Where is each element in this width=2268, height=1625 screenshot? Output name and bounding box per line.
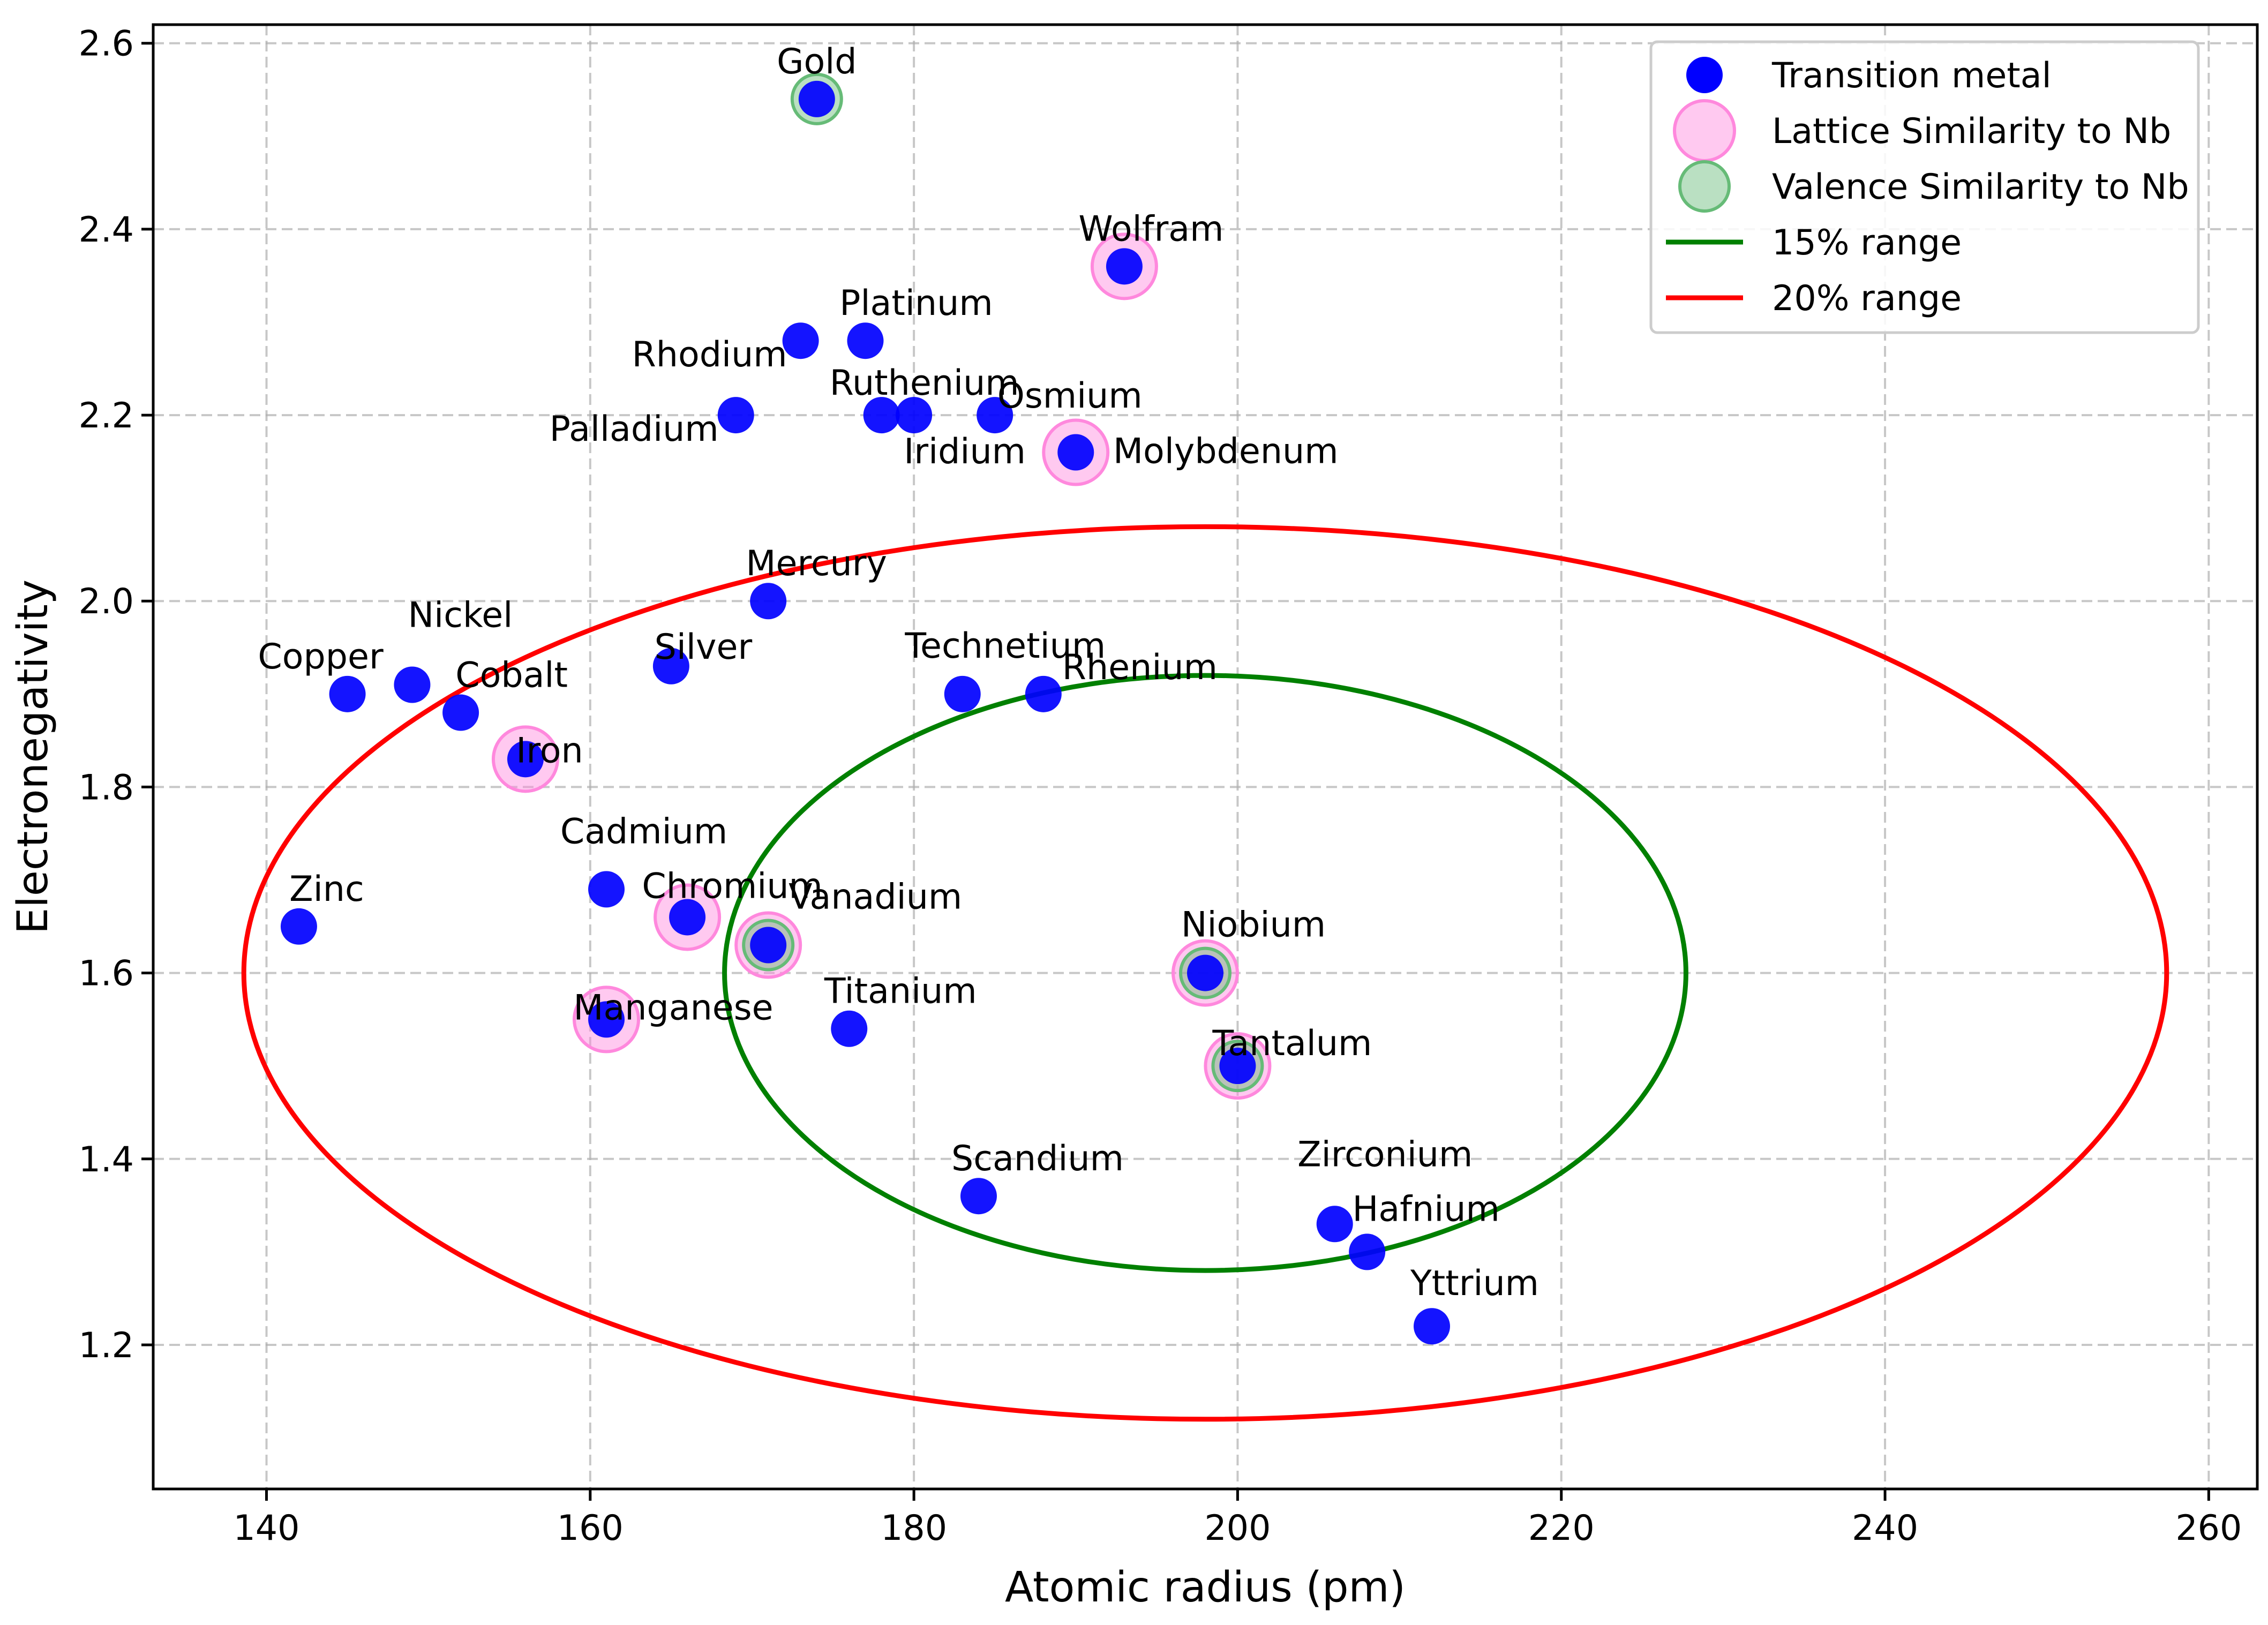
point-hafnium (1349, 1233, 1386, 1270)
legend-label-valence: Valence Similarity to Nb (1772, 167, 2189, 207)
x-tick-label: 240 (1852, 1508, 1918, 1548)
point-zinc (280, 908, 317, 945)
x-tick-label: 220 (1528, 1508, 1595, 1548)
range20-ellipse (241, 524, 2169, 1422)
y-tick-label: 2.6 (79, 24, 134, 64)
point-cobalt (442, 694, 479, 731)
point-ruthenium (863, 397, 900, 434)
legend: Transition metal Lattice Similarity to Nb… (1649, 40, 2200, 334)
label-iridium: Iridium (904, 432, 1026, 472)
label-osmium: Osmium (997, 376, 1143, 416)
label-titanium: Titanium (824, 972, 977, 1012)
axis-ticks: 140 160 180 200 220 240 260 1.2 1.4 1.6 1.8 2.0 2.2 2… (79, 24, 2242, 1548)
label-zirconium: Zirconium (1297, 1134, 1473, 1175)
point-platinum (847, 322, 884, 359)
label-vanadium: Vanadium (788, 877, 962, 917)
label-platinum: Platinum (839, 283, 993, 324)
point-yttrium (1414, 1308, 1451, 1345)
y-tick-label: 2.2 (79, 396, 134, 436)
point-scandium (960, 1178, 997, 1215)
legend-swatch-lattice (1673, 99, 1736, 162)
legend-swatch-transition (1686, 57, 1723, 93)
label-rhenium: Rhenium (1062, 648, 1218, 688)
label-palladium: Palladium (550, 409, 719, 449)
point-rhenium (1025, 675, 1062, 712)
data-points (280, 72, 1451, 1345)
y-tick-label: 1.8 (79, 768, 134, 808)
point-iridium (896, 397, 933, 434)
point-copper (329, 675, 366, 712)
x-axis-label: Atomic radius (pm) (1005, 1563, 1406, 1612)
point-rhodium (782, 322, 819, 359)
point-technetium (944, 675, 981, 712)
y-tick-label: 2.0 (79, 582, 134, 622)
point-zirconium (1316, 1206, 1353, 1243)
x-tick-label: 180 (881, 1508, 947, 1548)
label-mercury: Mercury (746, 544, 887, 584)
x-tick-label: 140 (233, 1508, 299, 1548)
legend-label-range20: 20% range (1772, 279, 1962, 319)
y-tick-label: 1.2 (79, 1326, 134, 1366)
legend-label-lattice: Lattice Similarity to Nb (1772, 111, 2171, 152)
legend-box (1649, 40, 2200, 334)
legend-swatch-valence (1678, 160, 1731, 213)
legend-label-range15: 15% range (1772, 223, 1962, 263)
range15-ellipse (722, 673, 1688, 1273)
label-yttrium: Yttrium (1410, 1263, 1539, 1304)
y-tick-label: 1.6 (79, 954, 134, 994)
label-niobium: Niobium (1181, 905, 1326, 945)
point-nickel (394, 666, 431, 703)
label-scandium: Scandium (951, 1139, 1124, 1179)
label-iron: Iron (516, 731, 583, 771)
label-zinc: Zinc (289, 869, 364, 909)
label-ruthenium: Ruthenium (830, 363, 1019, 403)
point-palladium (717, 397, 754, 434)
label-technetium: Technetium (904, 626, 1106, 666)
y-axis-label: Electronegativity (9, 580, 57, 934)
point-silver (652, 648, 689, 684)
point-cadmium (588, 871, 625, 908)
point-molybdenum (1057, 434, 1094, 471)
point-mercury (750, 583, 787, 620)
label-chromium: Chromium (642, 866, 823, 906)
point-chromium (669, 899, 706, 936)
range-ellipses (241, 524, 2169, 1422)
label-manganese: Manganese (573, 988, 773, 1028)
point-titanium (831, 1010, 868, 1047)
label-rhodium: Rhodium (632, 335, 787, 375)
point-osmium (977, 397, 1013, 434)
label-cadmium: Cadmium (560, 811, 727, 852)
label-gold: Gold (777, 42, 857, 82)
x-tick-label: 260 (2175, 1508, 2242, 1548)
point-niobium (1187, 954, 1223, 991)
label-wolfram: Wolfram (1078, 209, 1223, 249)
label-tantalum: Tantalum (1212, 1024, 1372, 1064)
point-vanadium (750, 927, 787, 964)
y-tick-label: 2.4 (79, 210, 134, 250)
label-molybdenum: Molybdenum (1113, 432, 1339, 472)
label-hafnium: Hafnium (1352, 1189, 1499, 1229)
point-wolfram (1106, 248, 1143, 285)
point-iron (507, 741, 544, 778)
legend-label-transition: Transition metal (1771, 56, 2052, 96)
x-tick-label: 160 (557, 1508, 624, 1548)
point-tantalum (1219, 1048, 1256, 1085)
point-manganese (588, 1001, 625, 1038)
label-silver: Silver (655, 627, 753, 667)
label-copper: Copper (258, 637, 384, 677)
y-tick-label: 1.4 (79, 1140, 134, 1180)
x-tick-label: 200 (1204, 1508, 1271, 1548)
plot-frame (152, 23, 2259, 1491)
point-gold (798, 80, 835, 117)
label-cobalt: Cobalt (455, 656, 568, 696)
label-nickel: Nickel (408, 595, 513, 635)
